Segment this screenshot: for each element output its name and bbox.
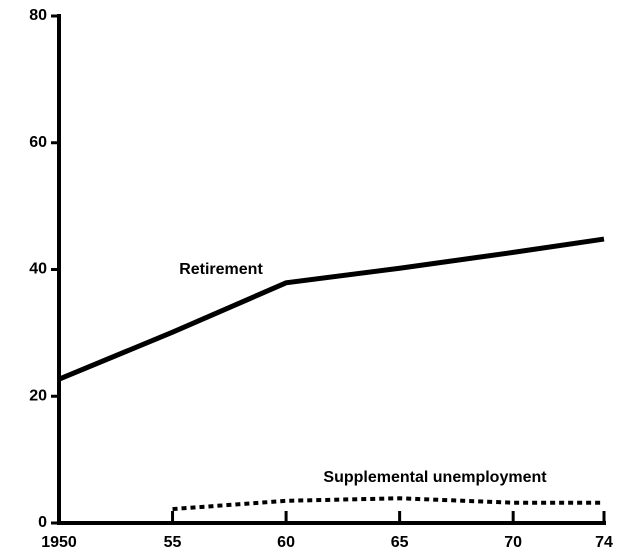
line-series	[172, 496, 604, 512]
line-series	[58, 236, 605, 382]
y-tick-label: 40	[29, 261, 47, 278]
y-tick-label: 0	[38, 514, 47, 531]
x-tick-label: 65	[391, 534, 409, 551]
x-tick-label: 74	[595, 534, 613, 551]
x-tick-label: 1950	[41, 534, 77, 551]
x-tick-label: 55	[164, 534, 182, 551]
x-tick-label: 60	[277, 534, 295, 551]
y-tick-label: 80	[29, 7, 47, 24]
series-label: Supplemental unemployment	[323, 469, 547, 486]
series-label: Retirement	[179, 261, 263, 278]
y-tick-label: 60	[29, 134, 47, 151]
x-tick-label: 70	[504, 534, 522, 551]
y-tick-label: 20	[29, 387, 47, 404]
